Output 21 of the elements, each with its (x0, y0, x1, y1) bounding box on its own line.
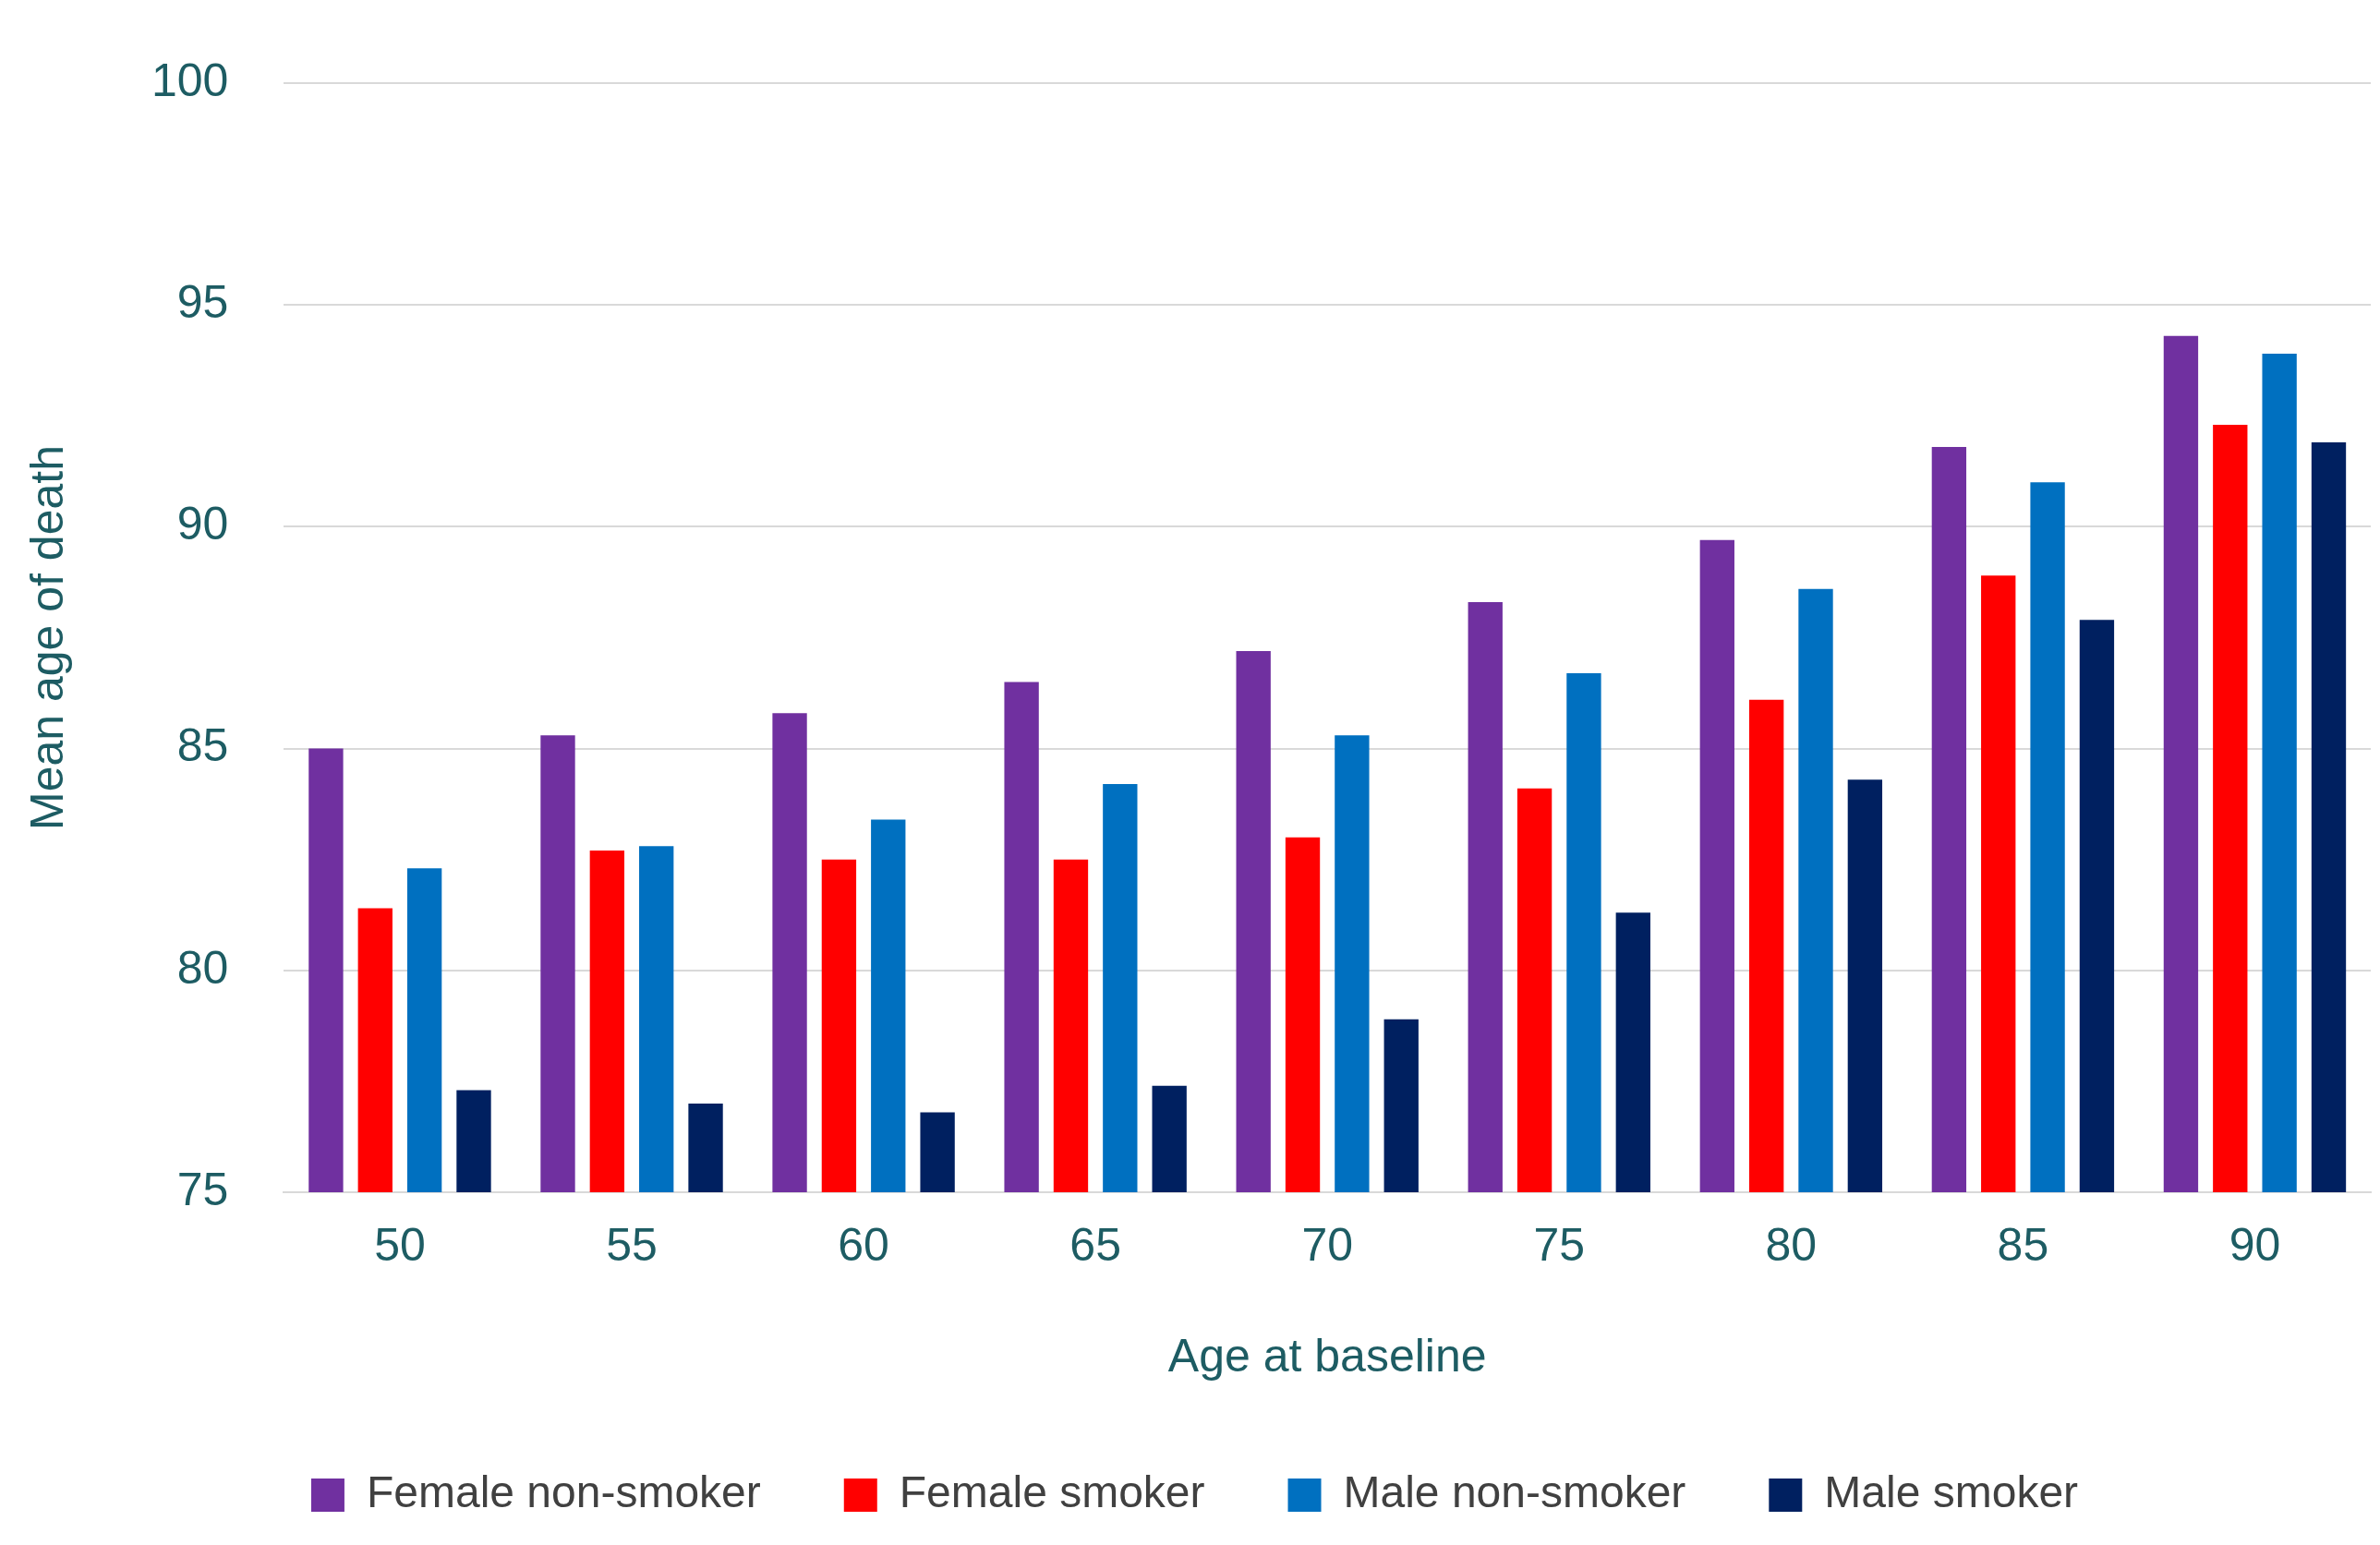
y-tick-label: 85 (176, 719, 229, 772)
x-tick-label: 60 (838, 1218, 889, 1271)
y-tick-label: 90 (176, 498, 229, 550)
y-tick-label: 75 (176, 1163, 229, 1215)
x-tick-label: 90 (2229, 1218, 2281, 1271)
x-tick-label: 55 (606, 1218, 658, 1271)
y-axis-title: Mean age of death (20, 445, 73, 830)
legend-label: Female non-smoker (366, 1467, 761, 1517)
legend-label: Male smoker (1824, 1467, 2079, 1517)
x-tick-label: 70 (1301, 1218, 1354, 1271)
x-tick-label: 85 (1997, 1218, 2049, 1271)
y-tick-label: 95 (176, 275, 229, 328)
x-axis-title: Age at baseline (1167, 1329, 1487, 1382)
y-tick-label: 80 (176, 941, 229, 994)
x-tick-label: 65 (1069, 1218, 1121, 1271)
x-tick-label: 50 (374, 1218, 426, 1271)
y-tick-label: 100 (151, 54, 229, 106)
legend-label: Female smoker (899, 1467, 1205, 1517)
x-tick-label: 75 (1533, 1218, 1586, 1271)
legend-label: Male non-smoker (1343, 1467, 1686, 1517)
x-tick-label: 80 (1765, 1218, 1818, 1271)
